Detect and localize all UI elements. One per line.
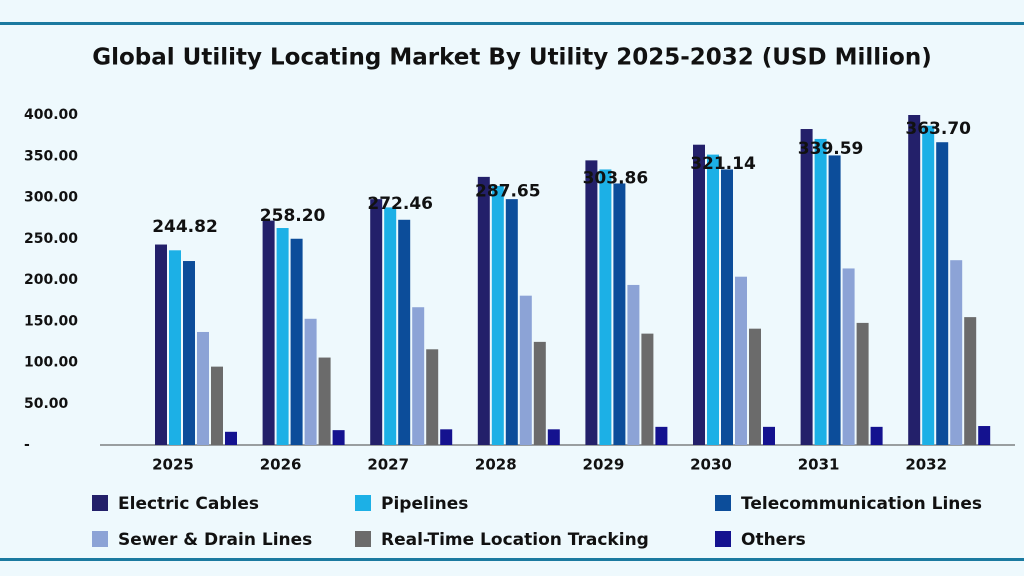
total-label: 321.14 [690, 154, 756, 174]
bar [332, 430, 345, 445]
legend-swatch [92, 495, 108, 511]
bar [599, 169, 612, 445]
bottom-border [0, 558, 1024, 561]
bar [384, 207, 397, 445]
legend-swatch [715, 495, 731, 511]
bar [613, 183, 626, 445]
bar [828, 155, 841, 446]
bar [814, 138, 827, 446]
bar [155, 244, 167, 445]
bar [707, 154, 719, 445]
bar [290, 238, 303, 445]
bar [491, 185, 504, 445]
legend-label: Electric Cables [118, 494, 259, 514]
y-tick-label: 50.00 [24, 396, 69, 412]
x-tick-label: 2032 [905, 456, 947, 474]
bar [950, 260, 963, 445]
legend-swatch [715, 531, 731, 547]
bar [440, 429, 453, 445]
bar [262, 220, 275, 445]
y-tick-label: 100.00 [24, 355, 78, 371]
total-label: 339.59 [798, 139, 864, 159]
x-tick-label: 2026 [260, 456, 302, 474]
bar [655, 426, 668, 445]
total-label: 244.82 [152, 217, 218, 237]
bar [533, 341, 546, 445]
chart-title: Global Utility Locating Market By Utilit… [92, 45, 932, 71]
total-label: 363.70 [905, 119, 971, 139]
legend-swatch [355, 531, 371, 547]
legend-swatch [92, 531, 108, 547]
legend-swatch [355, 495, 371, 511]
bar [426, 349, 439, 445]
bar [519, 295, 532, 445]
bar [585, 160, 598, 445]
bar [800, 129, 813, 445]
legend-label: Telecommunication Lines [741, 494, 982, 514]
bar [304, 318, 317, 445]
bar [398, 219, 411, 445]
y-tick-label: 350.00 [24, 148, 78, 164]
bar [197, 331, 209, 445]
bar [276, 228, 289, 445]
legend-label: Pipelines [381, 494, 468, 514]
bar [922, 125, 935, 445]
y-tick-label: 400.00 [24, 107, 78, 123]
bar [749, 328, 761, 445]
bar [721, 169, 733, 445]
x-tick-label: 2027 [367, 456, 409, 474]
bar [183, 261, 195, 445]
x-tick-label: 2030 [690, 456, 732, 474]
total-label: 258.20 [260, 206, 326, 226]
bar [693, 144, 705, 445]
bar [547, 429, 560, 445]
total-label: 287.65 [475, 182, 541, 202]
total-label: 303.86 [583, 168, 649, 188]
y-tick-label: 250.00 [24, 231, 78, 247]
bar [412, 307, 425, 445]
bar [856, 322, 869, 445]
bar [908, 115, 921, 445]
bar [936, 142, 949, 445]
bar [964, 317, 977, 445]
legend-label: Sewer & Drain Lines [118, 530, 312, 550]
x-tick-label: 2025 [152, 456, 194, 474]
x-tick-label: 2028 [475, 456, 517, 474]
bar [477, 176, 490, 445]
bar [505, 199, 518, 445]
bar [842, 268, 855, 445]
bar [870, 426, 883, 445]
y-tick-label: 150.00 [24, 313, 78, 329]
bar [318, 357, 331, 445]
bar [211, 366, 223, 445]
bar [763, 426, 775, 445]
bar [641, 333, 654, 445]
bar [978, 426, 991, 445]
y-tick-label: 300.00 [24, 190, 78, 206]
bar [169, 250, 181, 445]
bar [370, 199, 383, 445]
y-tick-label: 200.00 [24, 272, 78, 288]
legend-label: Others [741, 530, 806, 550]
x-tick-label: 2031 [798, 456, 840, 474]
total-label: 272.46 [367, 194, 433, 214]
bar [225, 431, 237, 445]
bar [627, 284, 640, 445]
top-border [0, 22, 1024, 25]
legend-label: Real-Time Location Tracking [381, 530, 649, 550]
x-tick-label: 2029 [583, 456, 625, 474]
y-tick-label: - [24, 437, 30, 453]
bar [735, 276, 747, 445]
